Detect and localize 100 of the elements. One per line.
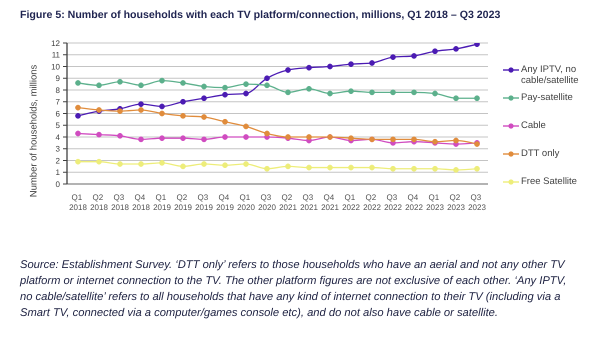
legend-label: Free Satellite	[521, 176, 577, 187]
x-tick-label: Q1 2023	[426, 193, 444, 212]
y-tick-label: 5	[56, 121, 61, 130]
point	[159, 135, 165, 142]
point	[411, 136, 417, 142]
point	[390, 166, 396, 172]
point	[138, 161, 144, 167]
x-tick-label: Q3 2022	[384, 193, 402, 212]
point	[96, 82, 102, 88]
point	[96, 132, 102, 138]
point	[222, 92, 228, 98]
chart-title: Figure 5: Number of households with each TV platform/connection, millions, Q1 2018 – Q3 2023	[20, 9, 500, 21]
y-tick-label: 2	[56, 156, 61, 166]
point	[390, 54, 396, 60]
point	[243, 161, 249, 167]
point	[327, 90, 333, 96]
point	[348, 135, 354, 142]
point	[159, 104, 165, 110]
point	[432, 166, 438, 172]
point	[390, 90, 396, 96]
point	[285, 67, 291, 73]
point	[75, 113, 81, 119]
y-tick-label: 4	[56, 132, 61, 142]
y-axis-title: Number of households, millions	[28, 64, 40, 198]
x-tick-label: Q3 2019	[195, 193, 214, 212]
x-tick-label: Q4 2019	[216, 193, 234, 212]
point	[159, 78, 165, 84]
point	[180, 135, 186, 142]
point	[180, 164, 186, 170]
point	[117, 78, 123, 85]
x-tick-label: Q4 2021	[321, 193, 340, 212]
point	[138, 82, 144, 88]
point	[327, 64, 333, 70]
point	[327, 164, 333, 170]
point	[201, 136, 207, 142]
point	[474, 95, 480, 102]
point	[264, 82, 270, 88]
y-tick-label: 3	[56, 144, 61, 154]
point	[180, 98, 186, 105]
point	[453, 167, 459, 173]
point	[285, 164, 291, 170]
point	[117, 108, 123, 114]
point	[180, 113, 186, 119]
point	[201, 84, 207, 90]
y-tick-label: 8	[56, 86, 61, 95]
point	[222, 162, 228, 168]
point	[369, 60, 375, 66]
x-tick-label: Q2 2023	[447, 193, 466, 212]
point	[453, 46, 459, 52]
point	[159, 110, 165, 116]
point	[96, 158, 102, 165]
point	[243, 81, 249, 87]
x-tick-label: Q1 2022	[342, 193, 360, 212]
point	[243, 134, 249, 140]
point	[348, 164, 354, 170]
point	[138, 136, 144, 142]
x-tick-label: Q2 2022	[363, 193, 382, 212]
y-tick-label: 6	[56, 109, 61, 118]
y-tick-label: 9	[56, 74, 61, 84]
x-tick-label: Q3 2021	[300, 193, 318, 212]
point	[201, 114, 207, 120]
point	[222, 118, 228, 125]
point	[243, 90, 249, 96]
point	[453, 95, 459, 102]
legend-label: Cable	[521, 120, 546, 131]
x-tick-label: Q3 2020	[258, 193, 276, 212]
legend-label: Pay-satellite	[521, 92, 573, 103]
point	[180, 80, 186, 86]
point	[201, 161, 207, 167]
x-tick-label: Q1 2020	[237, 193, 256, 212]
point	[117, 132, 123, 139]
y-tick-label: 12	[51, 38, 61, 48]
point	[222, 134, 228, 140]
point	[243, 124, 249, 130]
point	[369, 164, 375, 170]
point	[306, 164, 312, 170]
x-tick-label: Q4 2022	[405, 193, 424, 212]
x-tick-label: Q3 2018	[111, 193, 130, 212]
point	[222, 84, 228, 90]
point	[411, 53, 417, 59]
x-tick-label: Q1 2018	[69, 193, 88, 212]
point	[369, 90, 375, 96]
point	[432, 48, 438, 54]
point	[411, 90, 417, 96]
point	[117, 161, 123, 167]
y-tick-label: 1	[56, 168, 61, 178]
y-tick-label: 0	[56, 180, 61, 189]
y-tick-label: 10	[51, 62, 61, 72]
point	[75, 158, 81, 165]
point	[306, 86, 312, 92]
y-tick-label: 11	[52, 50, 61, 60]
point	[306, 134, 312, 140]
point	[348, 88, 354, 94]
point	[201, 95, 207, 102]
point	[138, 101, 144, 107]
legend-label: DTT only	[521, 148, 560, 159]
point	[348, 61, 354, 67]
x-tick-label: Q2 2019	[174, 193, 192, 212]
x-tick-label: Q4 2018	[132, 193, 150, 212]
x-tick-label: Q1 2019	[153, 193, 172, 212]
